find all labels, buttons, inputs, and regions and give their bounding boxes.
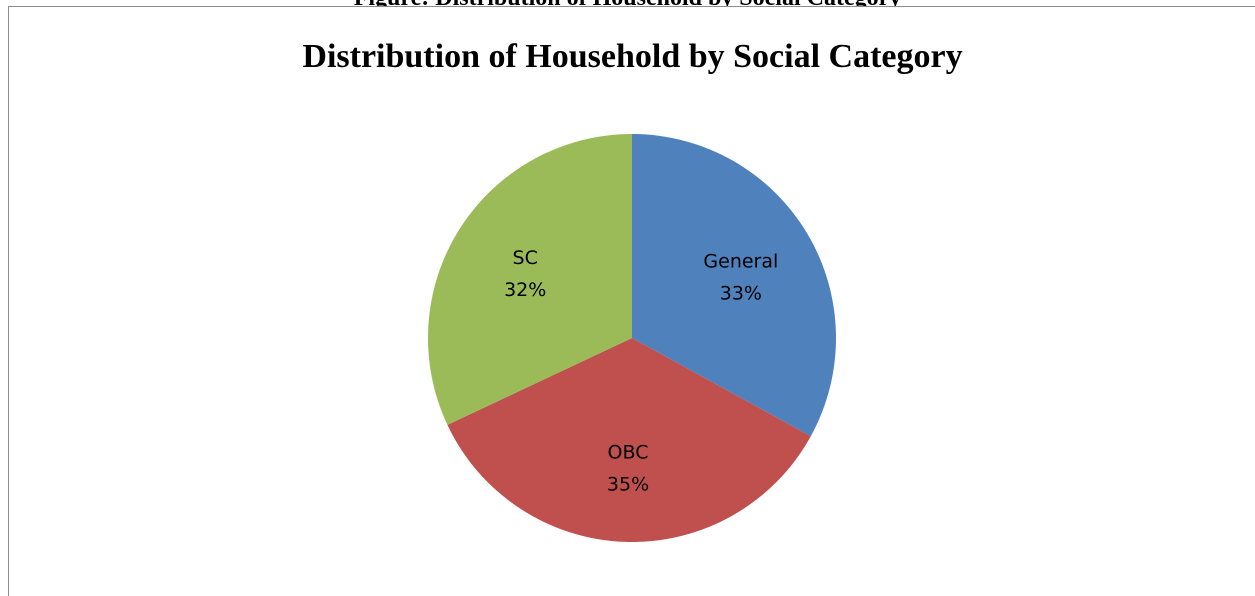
slice-label-obc: OBC 35% [607, 441, 649, 495]
slice-label-sc: SC 32% [504, 247, 546, 301]
slice-value-label: 32% [504, 279, 546, 301]
slice-value-label: 33% [720, 283, 762, 305]
slice-category-label: SC [513, 247, 538, 269]
figure-caption: Figure: Distribution of Household by Soc… [0, 0, 1255, 10]
slice-value-label: 35% [607, 473, 649, 495]
pie-slice-sc [428, 134, 632, 425]
pie-slices [428, 134, 837, 542]
slice-label-general: General 33% [703, 251, 778, 305]
slice-category-label: General [703, 251, 778, 273]
pie-slice-general [632, 134, 837, 437]
slice-category-label: OBC [608, 441, 649, 463]
pie-labels: General 33% OBC 35% SC 32% [504, 247, 778, 495]
chart-title: Distribution of Household by Social Cate… [302, 38, 963, 75]
pie-slice-obc [447, 338, 811, 542]
